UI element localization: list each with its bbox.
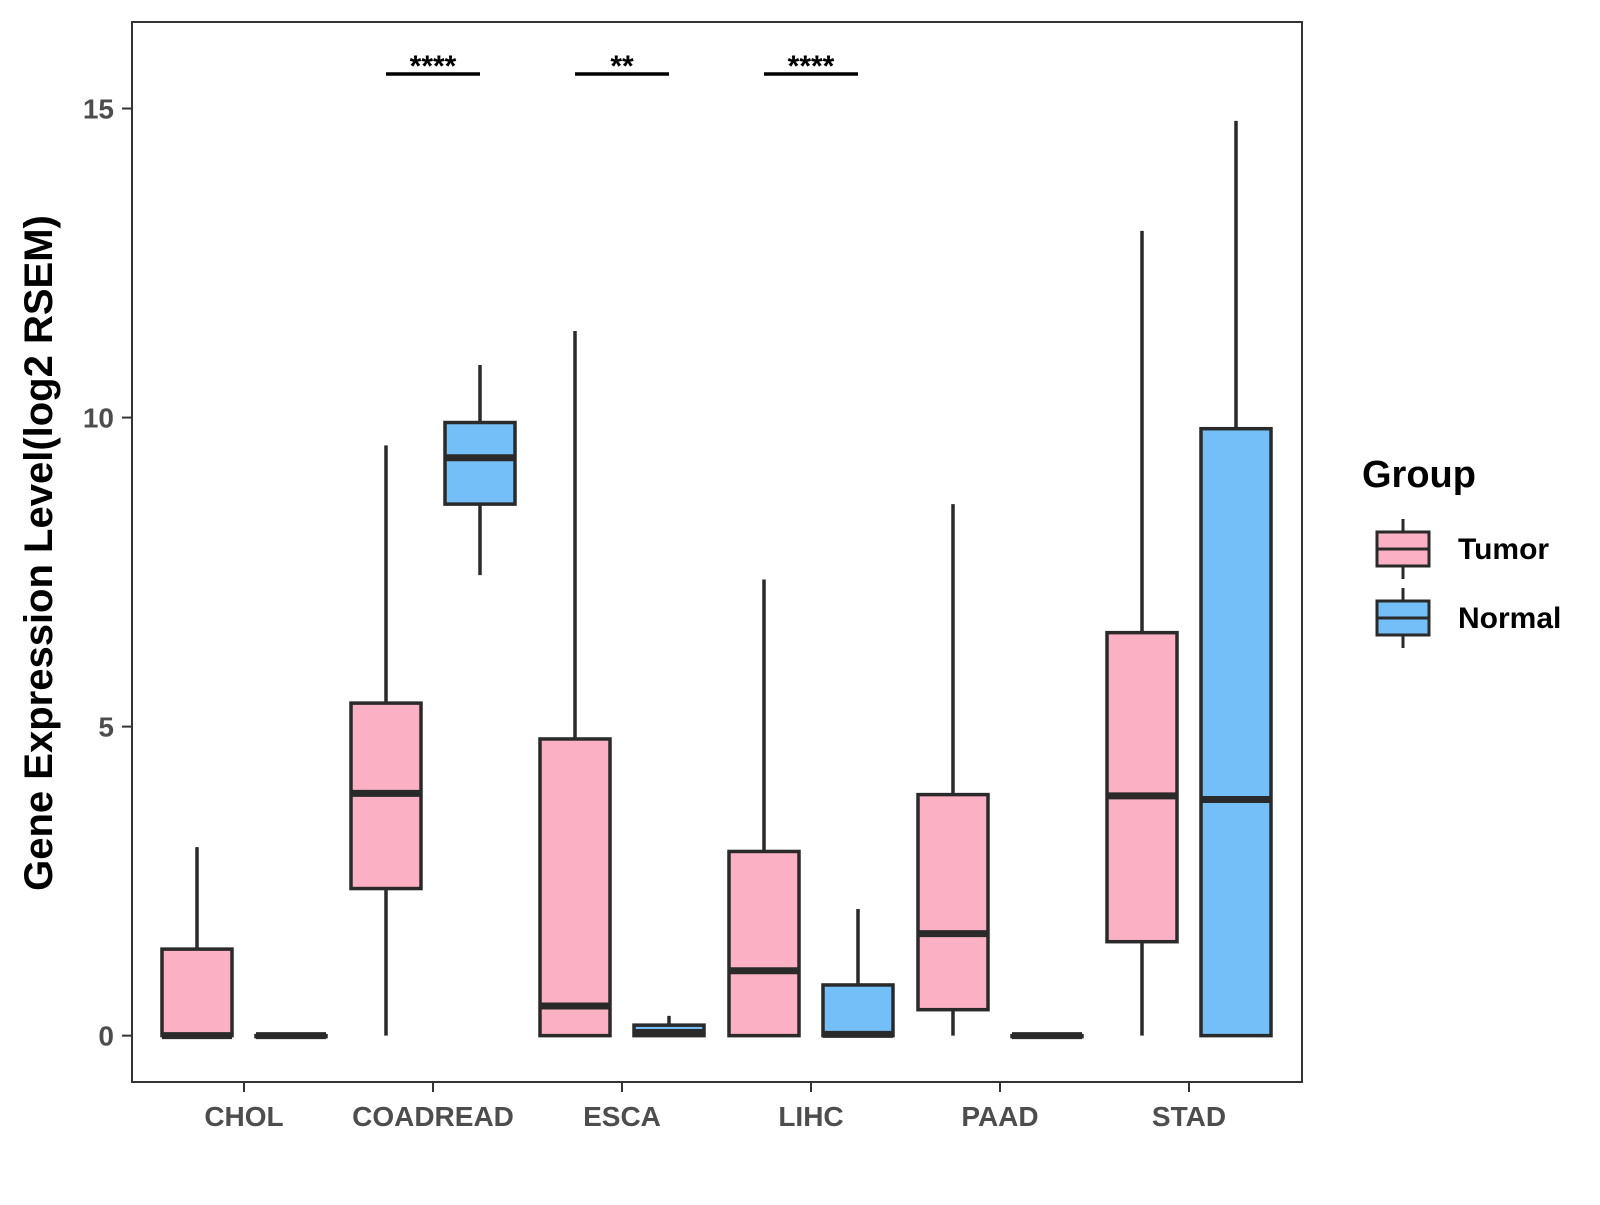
y-tick-label: 5 <box>98 712 114 743</box>
significance-label: **** <box>410 50 457 83</box>
box-tumor-stad <box>1105 230 1179 1036</box>
significance-label: **** <box>788 50 835 83</box>
box-tumor-coadread <box>349 445 423 1036</box>
legend-label-tumor: Tumor <box>1458 533 1549 566</box>
plot-area: **** ** **** <box>160 50 1273 1040</box>
box-body <box>1199 426 1273 1038</box>
x-tick-label: LIHC <box>778 1101 843 1132</box>
box-tumor-esca <box>538 331 612 1038</box>
panel-border <box>131 21 1303 1083</box>
box-normal-lihc <box>821 908 895 1038</box>
box-normal-stad <box>1199 120 1273 1038</box>
x-tick-label: STAD <box>1152 1101 1226 1132</box>
box-tumor-lihc <box>727 579 801 1038</box>
y-tick-label: 10 <box>83 403 114 434</box>
box-tumor-paad <box>916 504 990 1036</box>
x-tick-label: ESCA <box>583 1101 661 1132</box>
box-normal-coadread <box>443 365 517 576</box>
legend: Group Tumor Normal <box>1362 454 1561 648</box>
box-body <box>443 420 517 506</box>
box-body <box>1105 630 1179 944</box>
y-tick-label: 0 <box>98 1021 114 1052</box>
box-body <box>538 737 612 1038</box>
box-tumor-chol <box>160 847 234 1040</box>
box-normal-paad <box>1010 1032 1084 1040</box>
box-normal-esca <box>632 1015 706 1038</box>
legend-title: Group <box>1362 454 1476 496</box>
axes: 0 5 10 15 CHOL COADREAD ESCA LIHC PAAD STAD <box>83 21 1303 1132</box>
significance-label: ** <box>610 50 634 83</box>
y-axis-title: Gene Expression Level(log2 RSEM) <box>17 215 61 891</box>
box-body <box>821 983 895 1038</box>
box-normal-chol <box>254 1032 328 1040</box>
box-body <box>160 947 234 1038</box>
x-tick-label: COADREAD <box>352 1101 514 1132</box>
legend-label-normal: Normal <box>1458 602 1561 635</box>
x-tick-label: CHOL <box>204 1101 283 1132</box>
box-body <box>727 849 801 1038</box>
box-body <box>916 792 990 1012</box>
x-tick-label: PAAD <box>961 1101 1038 1132</box>
y-tick-label: 15 <box>83 94 114 125</box>
